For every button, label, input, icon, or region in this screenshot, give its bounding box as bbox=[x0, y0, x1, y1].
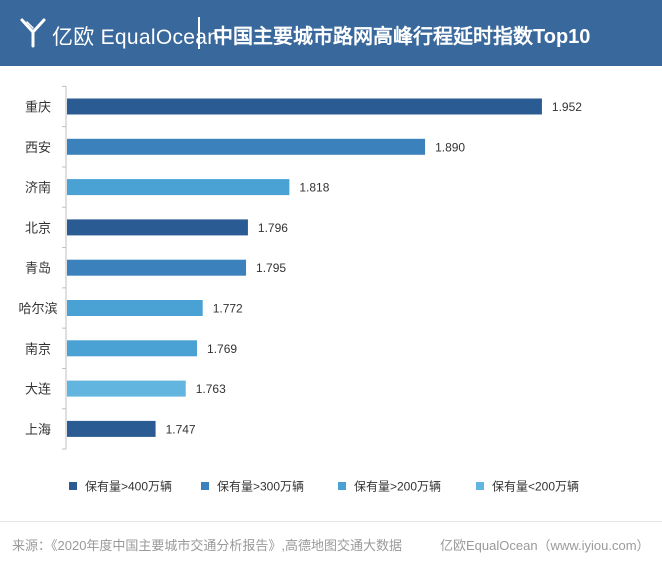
legend-swatch bbox=[338, 482, 346, 490]
bar bbox=[67, 179, 290, 196]
category-label: 南京 bbox=[25, 341, 51, 356]
legend-label: 保有量>300万辆 bbox=[217, 480, 304, 494]
legend-label: 保有量>400万辆 bbox=[85, 480, 172, 494]
header-divider bbox=[198, 17, 200, 49]
footer-divider bbox=[0, 521, 662, 522]
category-label: 济南 bbox=[25, 180, 51, 195]
brand-cn: 亿欧 bbox=[52, 26, 95, 49]
value-label: 1.952 bbox=[552, 100, 582, 114]
value-label: 1.772 bbox=[213, 302, 243, 316]
bar bbox=[67, 259, 247, 276]
bar bbox=[67, 420, 156, 437]
equalocean-logo-icon bbox=[20, 18, 46, 48]
category-label: 哈尔滨 bbox=[18, 301, 57, 316]
legend-swatch bbox=[69, 482, 77, 490]
category-label: 大连 bbox=[25, 382, 51, 397]
brand-en: EqualOcean bbox=[100, 26, 220, 49]
header-bar: 亿欧 EqualOcean 中国主要城市路网高峰行程延时指数Top10 bbox=[0, 0, 662, 66]
legend-label: 保有量>200万辆 bbox=[354, 480, 441, 494]
legend-label: 保有量<200万辆 bbox=[492, 480, 579, 494]
category-label: 青岛 bbox=[25, 261, 51, 276]
footer-brand: 亿欧EqualOcean（www.iyiou.com） bbox=[440, 538, 650, 553]
bar bbox=[67, 380, 186, 397]
category-label: 北京 bbox=[25, 220, 51, 235]
value-label: 1.818 bbox=[299, 181, 329, 195]
value-label: 1.769 bbox=[207, 342, 237, 356]
source-note: 来源：《2020年度中国主要城市交通分析报告》,高德地图交通大数据 bbox=[12, 538, 403, 553]
value-label: 1.890 bbox=[435, 140, 465, 154]
value-label: 1.763 bbox=[196, 382, 226, 396]
value-label: 1.796 bbox=[258, 221, 288, 235]
legend-swatch bbox=[201, 482, 209, 490]
bar bbox=[67, 219, 248, 236]
bar bbox=[67, 98, 542, 115]
bar bbox=[67, 138, 426, 155]
category-label: 上海 bbox=[25, 422, 51, 437]
brand-name: 亿欧 EqualOcean bbox=[52, 21, 219, 51]
category-label: 西安 bbox=[25, 140, 51, 155]
legend-swatch bbox=[476, 482, 484, 490]
bar bbox=[67, 340, 198, 357]
chart-title: 中国主要城市路网高峰行程延时指数Top10 bbox=[213, 26, 591, 48]
category-label: 重庆 bbox=[25, 100, 51, 115]
value-label: 1.795 bbox=[256, 261, 286, 275]
value-label: 1.747 bbox=[166, 422, 196, 436]
bar bbox=[67, 300, 203, 316]
